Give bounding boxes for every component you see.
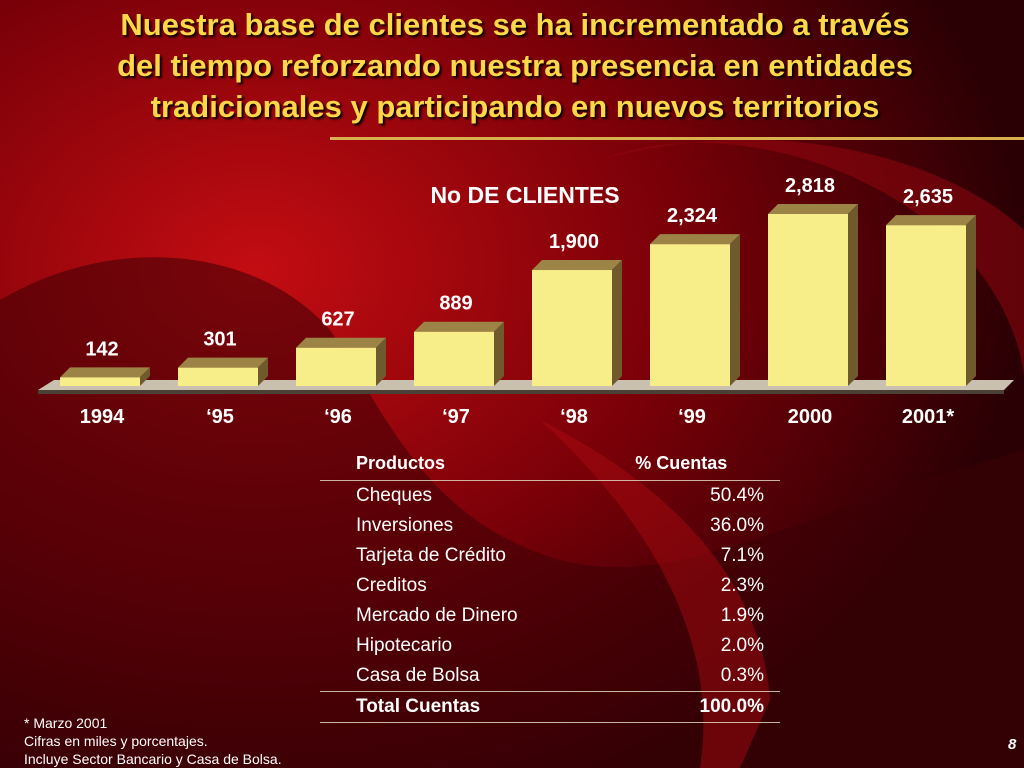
- bar: [178, 357, 268, 386]
- bar-front: [532, 270, 612, 386]
- header-productos: Productos: [356, 452, 446, 473]
- table-row: Cheques 50.4%: [320, 481, 780, 511]
- category-label: ‘99: [678, 406, 706, 428]
- title-line-2: del tiempo reforzando nuestra presencia …: [117, 48, 913, 83]
- value-label: 1,900: [549, 231, 599, 253]
- bar: [296, 337, 386, 386]
- bar-front: [296, 347, 376, 386]
- chart-bars: [60, 204, 976, 386]
- bar-side: [848, 204, 858, 386]
- bar-side: [258, 357, 268, 386]
- table-header: Productos % Cuentas: [320, 446, 780, 480]
- bar-side: [140, 367, 150, 386]
- category-label: 2000: [788, 406, 833, 428]
- bar-top: [178, 357, 268, 368]
- table-row: Mercado de Dinero 1.9%: [320, 601, 780, 631]
- chart-category-labels: 1994 ‘95 ‘96 ‘97 ‘98 ‘99 2000 2001*: [80, 406, 955, 428]
- bar-top: [886, 215, 976, 226]
- category-label: ‘97: [442, 406, 470, 428]
- bar-side: [966, 215, 976, 386]
- products-table: Productos % Cuentas Cheques 50.4% Inversio…: [320, 446, 780, 723]
- value-label: 2,324: [667, 205, 718, 227]
- product-name: Creditos: [356, 575, 427, 596]
- total-label: Total Cuentas: [356, 696, 481, 717]
- footnote-2: Cifras en miles y porcentajes.: [24, 733, 208, 749]
- bar-top: [414, 321, 504, 332]
- bar: [60, 367, 150, 386]
- bar: [532, 260, 622, 386]
- footnote-1: * Marzo 2001: [24, 715, 108, 731]
- product-percent: 7.1%: [720, 545, 764, 566]
- bar-side: [494, 321, 504, 386]
- product-percent: 1.9%: [720, 605, 764, 626]
- product-name: Inversiones: [356, 515, 454, 536]
- bar-front: [178, 367, 258, 386]
- table-header-rule: [320, 480, 780, 481]
- footnotes: * Marzo 2001 Cifras en miles y porcentaj…: [24, 714, 282, 768]
- chart-value-labels: 142 301 627 889 1,900 2,324 2,818 2,635: [85, 175, 953, 360]
- category-label: 1994: [80, 406, 125, 428]
- bar-front: [768, 214, 848, 386]
- clients-bar-chart: No DE CLIENTES 142 301 627 889 1,900 2,324 2,8…: [38, 175, 1014, 428]
- table-total-row: Total Cuentas 100.0%: [320, 692, 780, 722]
- chart-title: No DE CLIENTES: [430, 182, 619, 208]
- category-label: ‘96: [324, 406, 352, 428]
- table-row: Casa de Bolsa 0.3%: [320, 661, 780, 691]
- table-row: Creditos 2.3%: [320, 571, 780, 601]
- bar: [886, 215, 976, 386]
- table-body: Cheques 50.4% Inversiones 36.0% Tarjeta de C…: [320, 481, 780, 691]
- bar-top: [60, 367, 150, 378]
- product-name: Casa de Bolsa: [356, 665, 480, 686]
- bar-front: [886, 225, 966, 386]
- bar-top: [768, 204, 858, 214]
- bar-side: [376, 337, 386, 386]
- table-row: Hipotecario 2.0%: [320, 631, 780, 661]
- product-name: Cheques: [356, 485, 433, 506]
- footnote-3: Incluye Sector Bancario y Casa de Bolsa.: [24, 751, 282, 767]
- product-percent: 2.0%: [720, 635, 764, 656]
- table-row: Tarjeta de Crédito 7.1%: [320, 541, 780, 571]
- bar-top: [532, 260, 622, 271]
- category-label: ‘95: [206, 406, 234, 428]
- value-label: 627: [321, 309, 354, 331]
- table-total-rule: [320, 691, 780, 692]
- slide-title: Nuestra base de clientes se ha increment…: [20, 4, 1010, 127]
- category-label: 2001*: [902, 406, 954, 428]
- value-label: 889: [439, 293, 472, 315]
- title-line-1: Nuestra base de clientes se ha increment…: [120, 7, 910, 42]
- bar: [650, 234, 740, 386]
- page-number: 8: [1008, 736, 1017, 753]
- bar: [768, 204, 858, 386]
- bar-top: [650, 234, 740, 245]
- bar: [414, 321, 504, 386]
- product-percent: 2.3%: [720, 575, 764, 596]
- value-label: 2,818: [785, 175, 835, 197]
- value-label: 142: [85, 338, 118, 360]
- product-name: Tarjeta de Crédito: [356, 545, 506, 566]
- product-percent: 0.3%: [720, 665, 764, 686]
- table-bottom-rule: [320, 722, 780, 723]
- product-percent: 36.0%: [710, 515, 764, 536]
- floor-edge: [38, 390, 1004, 394]
- bar-front: [414, 331, 494, 386]
- value-label: 301: [203, 329, 236, 351]
- product-name: Hipotecario: [356, 635, 453, 656]
- bar-front: [650, 244, 730, 386]
- value-label: 2,635: [903, 186, 953, 208]
- bar-top: [296, 337, 386, 348]
- bar-side: [730, 234, 740, 386]
- header-cuentas: % Cuentas: [635, 452, 728, 473]
- title-divider: [330, 137, 1024, 140]
- total-value: 100.0%: [699, 696, 764, 717]
- table-row: Inversiones 36.0%: [320, 511, 780, 541]
- category-label: ‘98: [560, 406, 588, 428]
- bar-front: [60, 377, 140, 386]
- bar-side: [612, 260, 622, 386]
- title-line-3: tradicionales y participando en nuevos t…: [150, 89, 880, 124]
- product-name: Mercado de Dinero: [356, 605, 518, 626]
- product-percent: 50.4%: [710, 485, 764, 506]
